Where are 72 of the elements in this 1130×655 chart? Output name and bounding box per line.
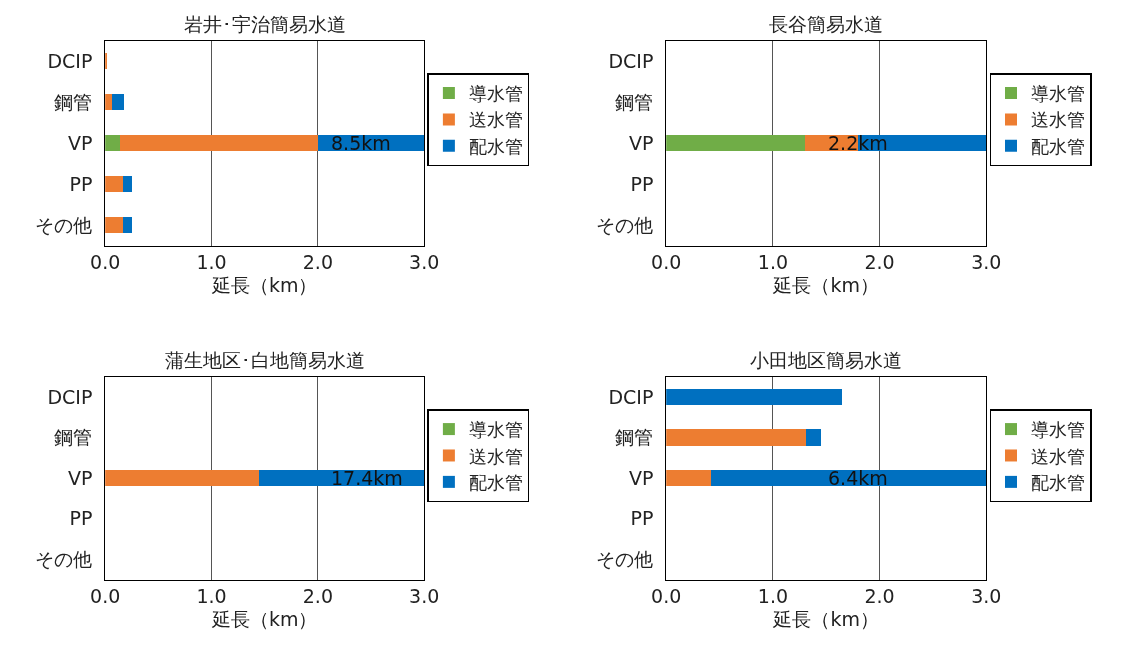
x-tick-label: 3.0	[409, 251, 440, 274]
y-tick-label: VP	[67, 466, 93, 489]
bar	[805, 429, 821, 446]
y-tick-label: 鋼管	[615, 426, 654, 449]
legend-label: 送水管	[468, 109, 523, 131]
y-tick-label: PP	[630, 172, 654, 195]
legend-label: 導水管	[468, 83, 523, 105]
y-tick-label: PP	[69, 507, 93, 530]
y-tick-label: その他	[596, 213, 654, 236]
x-tick-label: 3.0	[409, 585, 440, 608]
x-tick-label: 2.0	[864, 585, 895, 608]
x-tick-label: 3.0	[971, 585, 1002, 608]
legend-label: 導水管	[1031, 419, 1085, 441]
y-tick-label: その他	[35, 213, 93, 236]
bar	[666, 388, 843, 406]
bar	[111, 93, 125, 111]
y-tick-label: DCIP	[47, 49, 93, 72]
y-tick-label: VP	[628, 131, 654, 154]
chart-title: 蒲生地区･白地簡易水道	[165, 349, 365, 371]
legend-label: 配水管	[1031, 135, 1085, 157]
x-tick-label: 2.0	[302, 251, 333, 274]
y-tick-label: 鋼管	[54, 90, 93, 113]
chart-title: 長谷簡易水道	[769, 13, 883, 35]
chart-title: 小田地区簡易水道	[750, 349, 902, 371]
legend-label: 配水管	[468, 135, 523, 157]
x-tick-label: 0.0	[651, 251, 682, 274]
bar	[105, 93, 112, 111]
x-axis-title: 延長（km）	[210, 608, 318, 631]
x-tick-label: 2.0	[302, 585, 333, 608]
chart-title: 岩井･宇治簡易水道	[184, 13, 346, 35]
x-tick-label: 2.0	[864, 251, 895, 274]
annotation: 8.5km	[331, 132, 391, 154]
x-axis-title: 延長（km）	[772, 274, 880, 297]
bar	[105, 216, 124, 234]
legend-label: 送水管	[468, 445, 523, 467]
x-tick-label: 1.0	[196, 251, 227, 274]
bar	[123, 216, 132, 234]
bar	[666, 470, 712, 487]
x-tick-label: 1.0	[196, 585, 227, 608]
x-tick-label: 0.0	[90, 585, 121, 608]
y-tick-label: DCIP	[608, 385, 654, 408]
y-tick-label: その他	[596, 548, 654, 571]
legend-label: 導水管	[1031, 83, 1085, 105]
x-tick-label: 0.0	[90, 251, 121, 274]
legend-label: 配水管	[1031, 471, 1085, 493]
y-tick-label: PP	[69, 172, 93, 195]
x-tick-label: 1.0	[757, 251, 789, 274]
legend-label: 送水管	[1031, 445, 1085, 467]
annotation: 6.4km	[828, 467, 888, 489]
y-tick-label: DCIP	[608, 49, 654, 72]
y-tick-label: 鋼管	[615, 90, 654, 113]
x-tick-label: 3.0	[971, 251, 1002, 274]
x-tick-label: 1.0	[757, 585, 789, 608]
bar	[123, 175, 132, 193]
x-axis-title: 延長（km）	[772, 608, 880, 631]
x-tick-label: 0.0	[651, 585, 682, 608]
legend-label: 送水管	[1031, 109, 1085, 131]
bar	[105, 175, 124, 193]
legend-label: 配水管	[468, 471, 523, 493]
y-tick-label: PP	[630, 507, 654, 530]
x-axis-title: 延長（km）	[210, 274, 318, 297]
bar	[105, 134, 121, 152]
y-tick-label: その他	[35, 548, 93, 571]
y-tick-label: VP	[628, 466, 654, 489]
y-tick-label: DCIP	[47, 385, 93, 408]
bar	[711, 470, 987, 487]
y-tick-label: VP	[67, 131, 93, 154]
annotation: 17.4km	[331, 467, 403, 489]
y-tick-label: 鋼管	[54, 426, 93, 449]
bar	[666, 429, 806, 446]
bar	[120, 134, 318, 152]
legend-label: 導水管	[468, 419, 523, 441]
